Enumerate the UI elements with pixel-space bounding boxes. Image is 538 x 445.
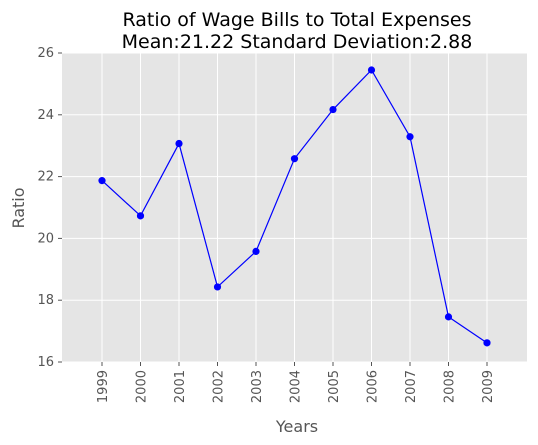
data-point xyxy=(137,212,144,219)
x-tick-label: 2000 xyxy=(135,370,150,403)
chart-subtitle: Mean:21.22 Standard Deviation:2.88 xyxy=(122,31,473,53)
data-point xyxy=(406,133,413,140)
y-tick-label: 16 xyxy=(37,355,54,370)
data-point xyxy=(483,339,490,346)
data-point xyxy=(214,283,221,290)
y-tick-label: 24 xyxy=(37,108,54,123)
x-tick-label: 2006 xyxy=(366,370,381,403)
x-axis: 1999 2000 2001 2002 2003 2004 2005 2006 2007 2008… xyxy=(96,362,496,403)
data-point xyxy=(368,66,375,73)
y-tick-label: 22 xyxy=(37,170,54,185)
y-tick-label: 20 xyxy=(37,231,54,246)
y-axis-label: Ratio xyxy=(9,187,28,228)
x-tick-label: 2005 xyxy=(327,370,342,403)
data-point xyxy=(291,155,298,162)
x-tick-label: 2001 xyxy=(173,370,188,403)
x-tick-label: 2002 xyxy=(212,370,227,403)
x-tick-label: 2009 xyxy=(481,370,496,403)
x-tick-label: 2007 xyxy=(404,370,419,403)
x-tick-label: 1999 xyxy=(96,370,111,403)
y-tick-label: 18 xyxy=(37,293,54,308)
x-tick-label: 2003 xyxy=(250,370,265,403)
x-tick-label: 2008 xyxy=(443,370,458,403)
data-point xyxy=(175,140,182,147)
chart-title: Ratio of Wage Bills to Total Expenses xyxy=(122,9,471,31)
data-point xyxy=(252,248,259,255)
y-axis: 16 18 20 22 24 26 xyxy=(37,46,62,370)
y-tick-label: 26 xyxy=(37,46,54,61)
x-axis-label: Years xyxy=(275,417,318,436)
data-point xyxy=(98,177,105,184)
data-point xyxy=(329,106,336,113)
data-point xyxy=(445,313,452,320)
x-tick-label: 2004 xyxy=(289,370,304,403)
